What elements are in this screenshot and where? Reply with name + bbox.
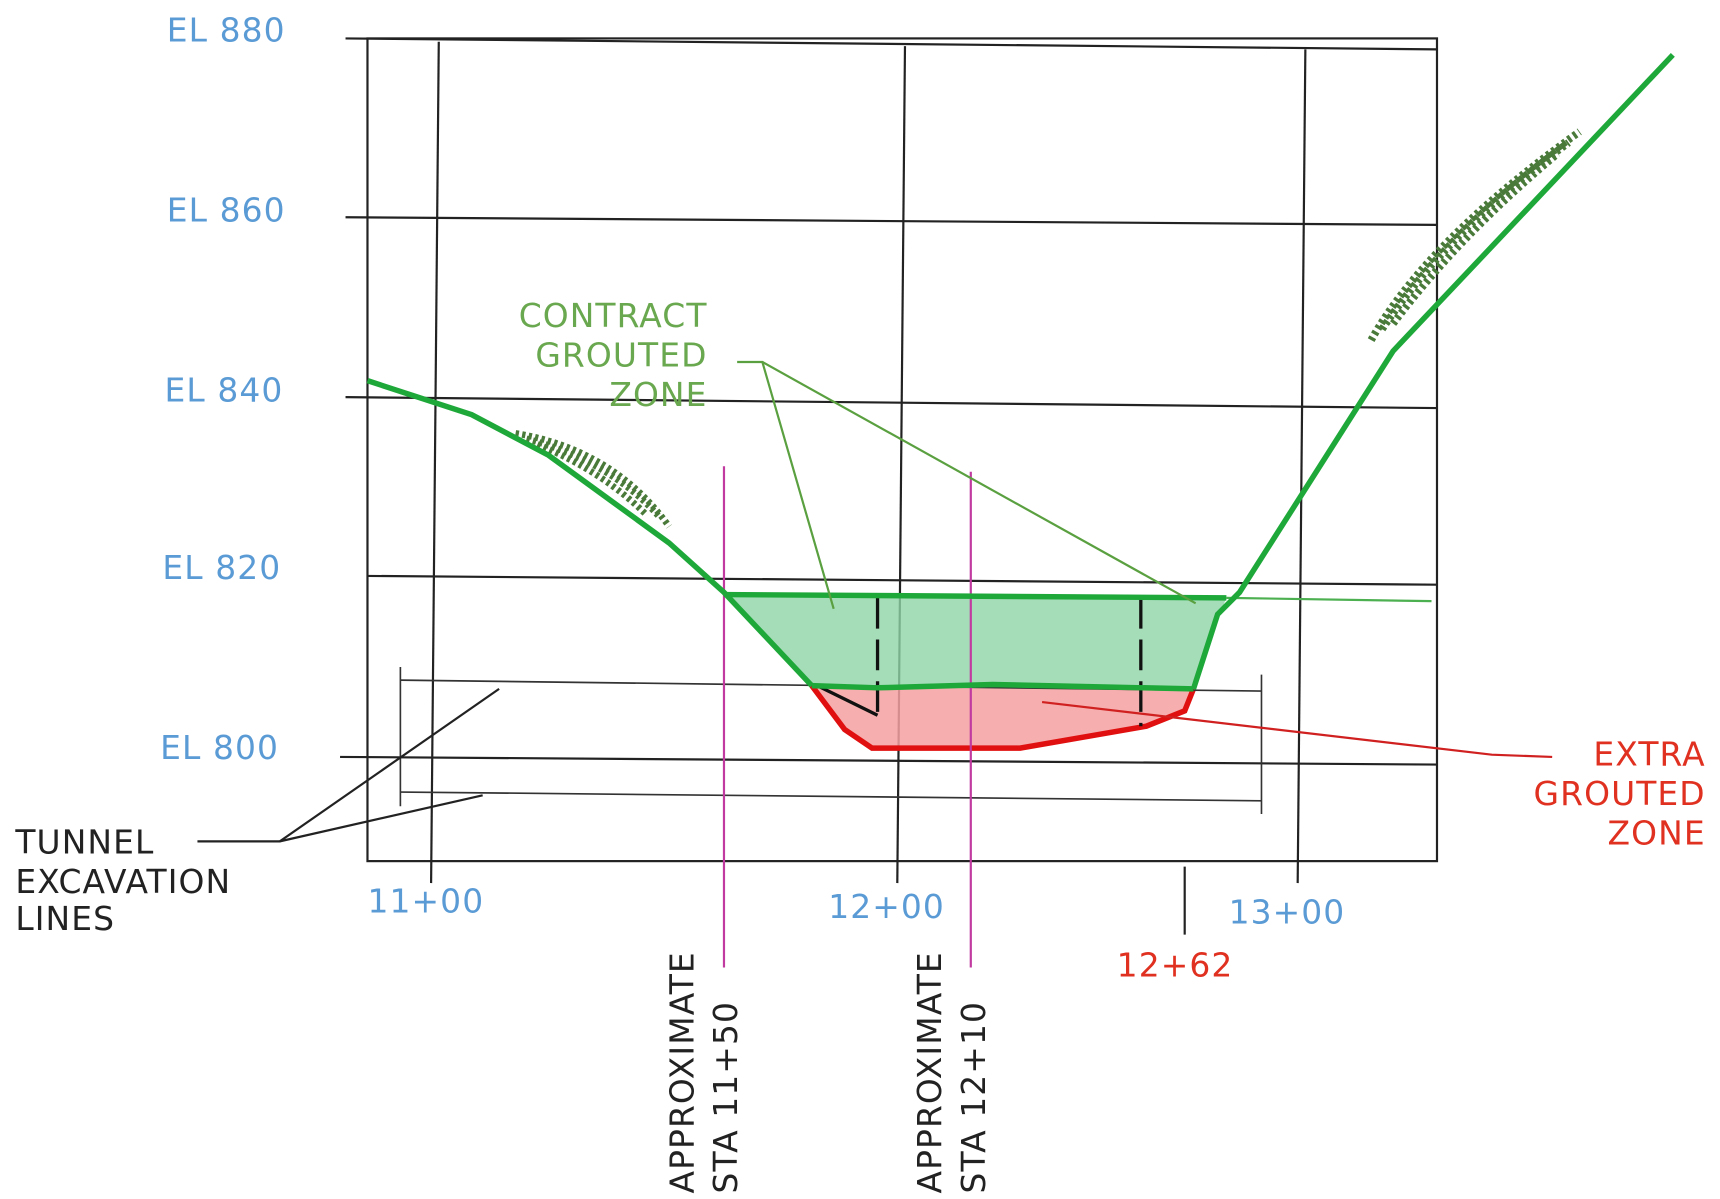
contract-zone-bottom [811, 681, 1194, 692]
black-line [816, 684, 879, 717]
elevation-label: EL 840 [165, 371, 284, 410]
elevation-label: EL 860 [167, 191, 286, 230]
rock-hatch [515, 430, 672, 529]
ground-line [366, 378, 814, 688]
grid-line [340, 755, 1437, 766]
annotation: GROUTED [535, 335, 707, 374]
elevation-label: EL 820 [162, 548, 281, 587]
annotation: APPROXIMATE [662, 951, 701, 1193]
leader [737, 360, 835, 610]
annotation: LINES [15, 899, 115, 938]
grid-line [1296, 49, 1307, 884]
grid-line [430, 41, 440, 884]
rock-hatch [1367, 128, 1582, 342]
elevation-label: EL 880 [167, 11, 286, 50]
grid-line [345, 396, 1438, 410]
grid-line [345, 37, 1438, 51]
annotation: TUNNEL [14, 822, 154, 861]
tunnel-line [400, 791, 1262, 802]
leader [1041, 700, 1553, 759]
annotation: EXTRA [1593, 735, 1705, 774]
annotation: STA 11+50 [706, 1001, 745, 1194]
station-label: 12+00 [828, 887, 945, 926]
annotation: CONTRACT [519, 296, 708, 335]
grid-line [345, 216, 1437, 226]
annotation: APPROXIMATE [910, 951, 949, 1193]
annotation: STA 12+10 [954, 1001, 993, 1194]
leader [761, 361, 1197, 605]
annotation: ZONE [1608, 814, 1706, 853]
station-label: 11+00 [367, 882, 484, 921]
ground-line [1190, 52, 1675, 690]
contract-grouted-zone-fill [723, 594, 1227, 689]
annotation: ZONE [609, 375, 707, 414]
leader [279, 794, 483, 843]
station-label: 13+00 [1229, 893, 1346, 932]
ground-extension [1226, 596, 1432, 603]
grid-line [367, 574, 1437, 586]
grid-line [896, 46, 907, 884]
frame [366, 37, 1439, 863]
elevation-label: EL 800 [160, 728, 279, 767]
annotation: GROUTED [1534, 774, 1706, 813]
extra-grouted-zone-fill [811, 685, 1194, 749]
grid [340, 37, 1439, 884]
contract-zone-top [723, 591, 1227, 601]
extra-zone-outline [809, 683, 1197, 751]
annotation: EXCAVATION [15, 862, 231, 901]
station-label: 12+62 [1117, 945, 1234, 984]
